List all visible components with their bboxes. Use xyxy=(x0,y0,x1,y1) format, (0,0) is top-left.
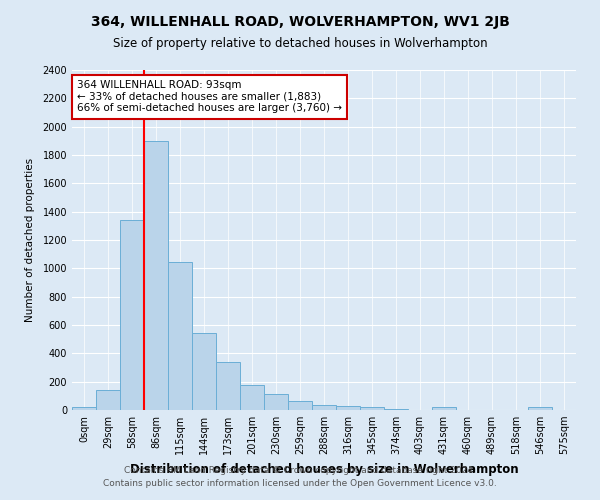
Bar xyxy=(96,390,120,410)
Bar xyxy=(384,408,408,410)
Bar xyxy=(168,262,192,410)
Bar xyxy=(528,408,552,410)
Bar xyxy=(432,407,456,410)
Bar xyxy=(72,407,96,410)
Bar xyxy=(312,405,336,410)
Bar xyxy=(192,333,216,410)
Bar xyxy=(288,401,312,410)
Bar xyxy=(120,220,144,410)
Text: 364 WILLENHALL ROAD: 93sqm
← 33% of detached houses are smaller (1,883)
66% of s: 364 WILLENHALL ROAD: 93sqm ← 33% of deta… xyxy=(77,80,342,114)
Bar xyxy=(144,141,168,410)
Y-axis label: Number of detached properties: Number of detached properties xyxy=(25,158,35,322)
Bar xyxy=(264,394,288,410)
Bar xyxy=(240,385,264,410)
Bar xyxy=(336,406,360,410)
Text: Contains HM Land Registry data © Crown copyright and database right 2024.
Contai: Contains HM Land Registry data © Crown c… xyxy=(103,466,497,487)
Text: 364, WILLENHALL ROAD, WOLVERHAMPTON, WV1 2JB: 364, WILLENHALL ROAD, WOLVERHAMPTON, WV1… xyxy=(91,15,509,29)
Text: Size of property relative to detached houses in Wolverhampton: Size of property relative to detached ho… xyxy=(113,38,487,51)
X-axis label: Distribution of detached houses by size in Wolverhampton: Distribution of detached houses by size … xyxy=(130,462,518,475)
Bar xyxy=(216,362,240,410)
Bar xyxy=(360,408,384,410)
